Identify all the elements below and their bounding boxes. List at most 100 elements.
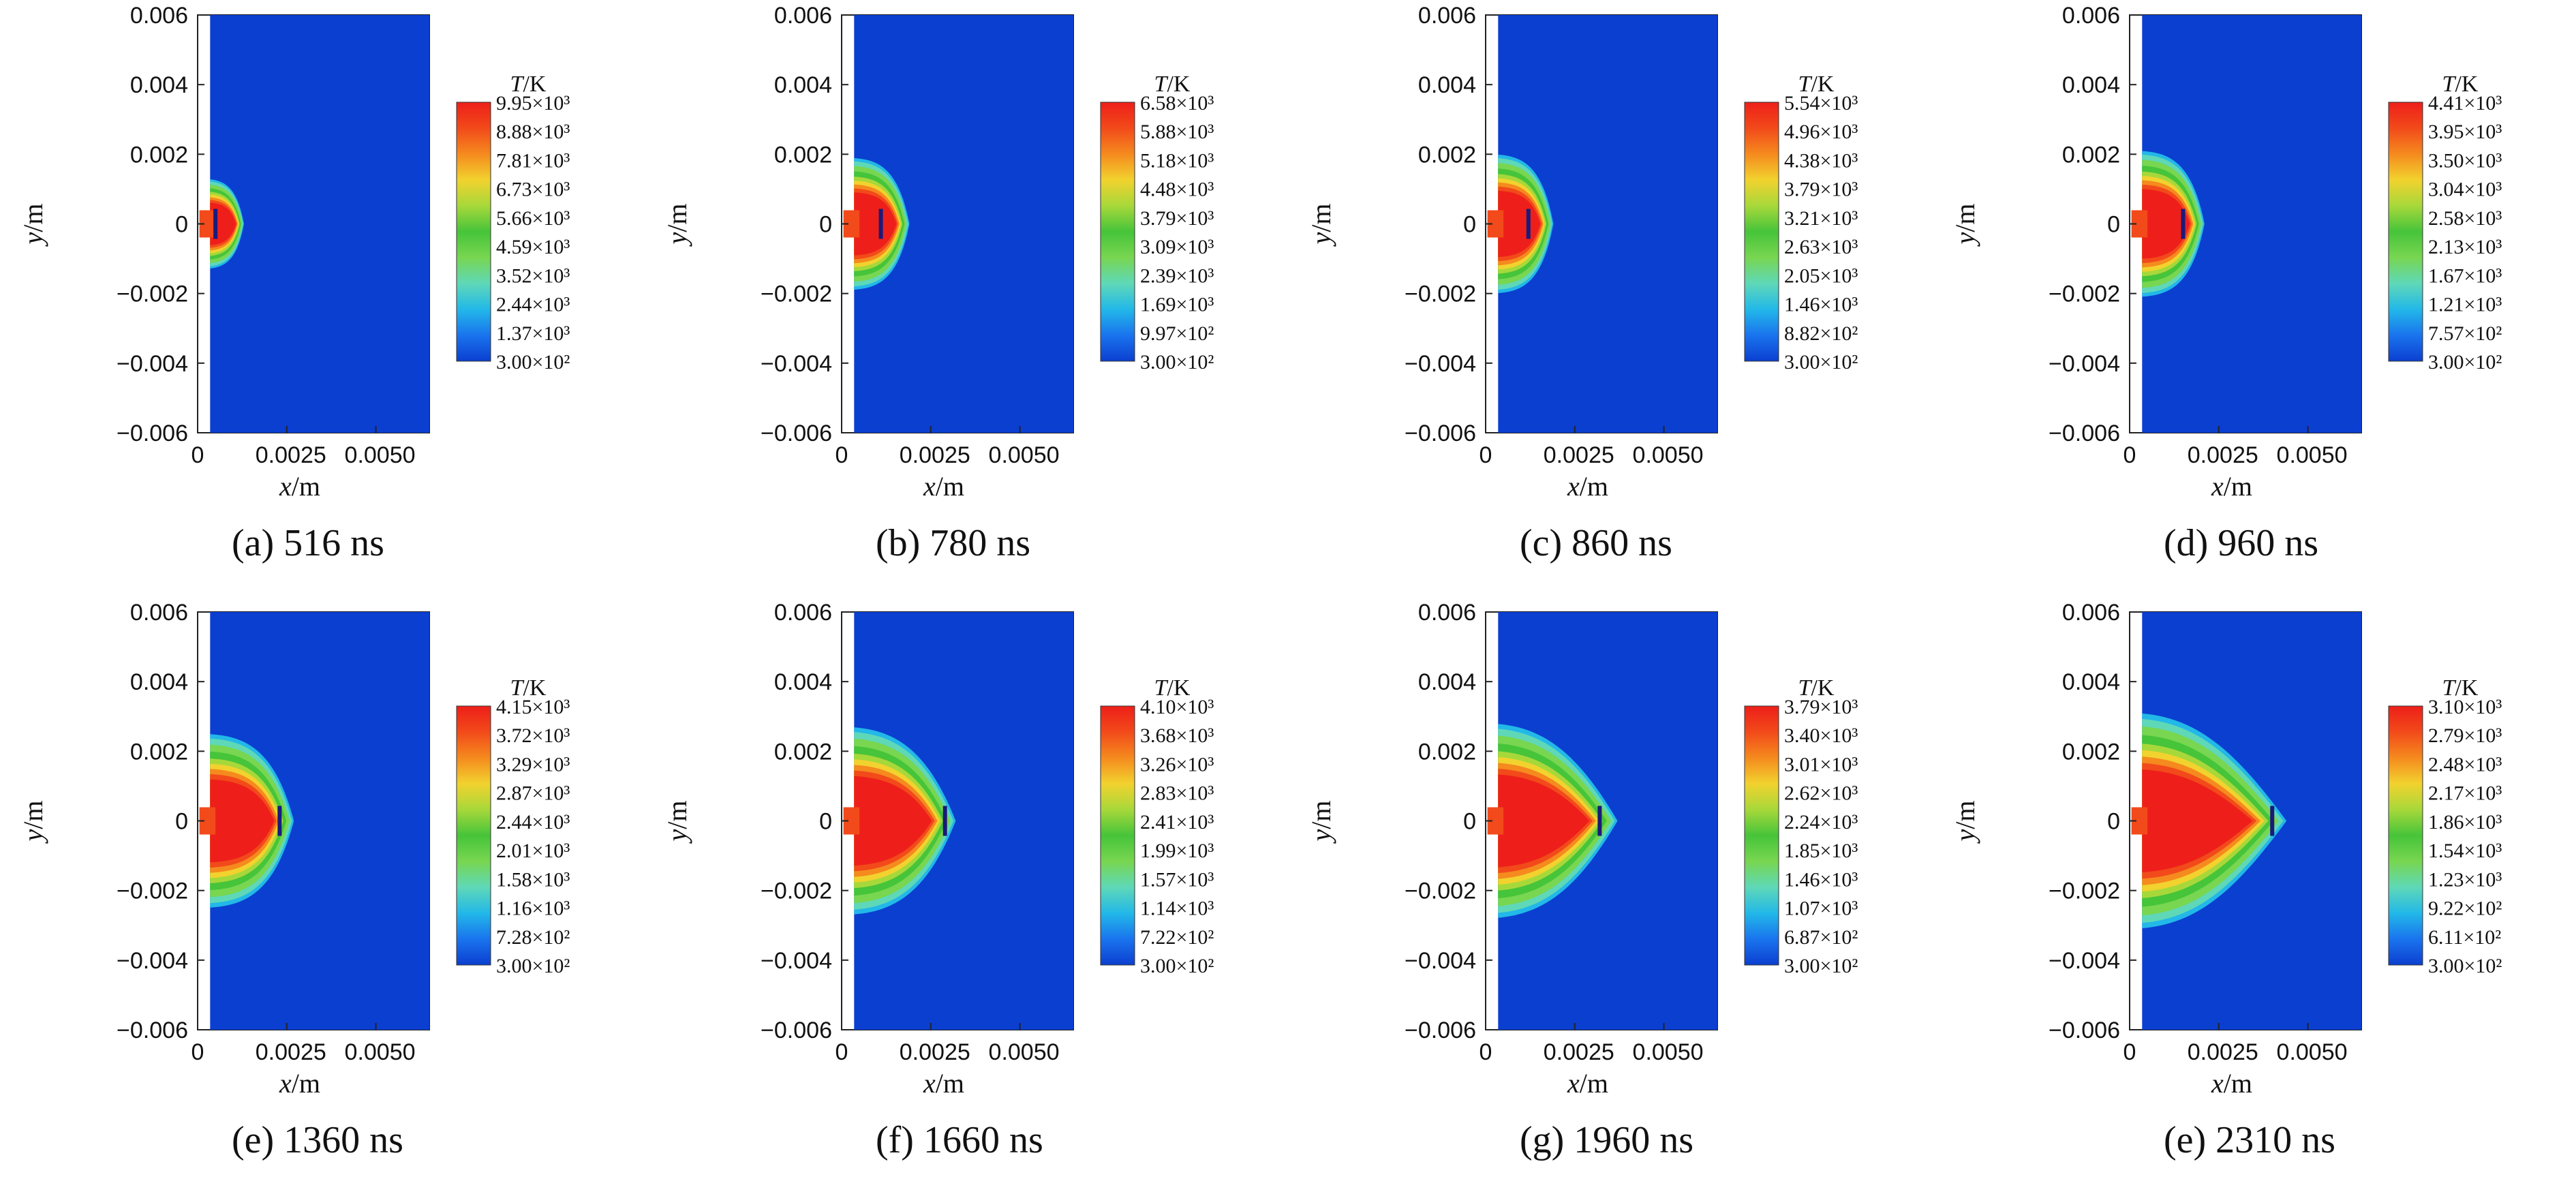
x-tick-label: 0.0025	[1544, 442, 1614, 468]
colorbar-tick-label: 5.88×10³	[1140, 121, 1214, 143]
colorbar-tick-label: 1.58×10³	[496, 868, 570, 891]
colorbar-tick-label: 3.00×10²	[1784, 955, 1858, 977]
x-axis-title: x/m	[923, 1068, 964, 1099]
y-tick-label: 0.006	[130, 3, 188, 29]
x-tick-label: 0	[2123, 1039, 2136, 1065]
colorbar	[1100, 705, 1135, 966]
y-tick-label: 0.002	[1418, 142, 1476, 168]
y-tick-label: 0.006	[2062, 3, 2120, 29]
electrode-block	[199, 210, 216, 238]
y-tick-label: 0.006	[1418, 600, 1476, 626]
plume-contour	[854, 776, 932, 866]
colorbar-tick-label: 6.11×10²	[2428, 926, 2501, 949]
y-tick-label: 0	[2107, 809, 2120, 835]
panel-caption: (e) 1360 ns	[232, 1119, 403, 1161]
colorbar-tick-label: 5.66×10³	[496, 207, 570, 230]
y-tick-label: −0.006	[1405, 1017, 1476, 1043]
y-tick-label: −0.002	[117, 878, 188, 904]
x-tick-label: 0.0025	[900, 1039, 970, 1065]
y-tick-label: −0.006	[2049, 1017, 2120, 1043]
colorbar-tick-label: 1.54×10³	[2428, 840, 2502, 862]
plume-contour	[2142, 769, 2253, 872]
colorbar-tick-label: 6.73×10³	[496, 179, 570, 201]
chart-panel: 0.006 0.004 0.002 0 −0.002 −0.004 −0.006 0 0.002…	[1288, 0, 1932, 597]
y-tick-label: −0.004	[1405, 351, 1476, 377]
colorbar-tick-label: 3.00×10²	[1140, 955, 1214, 977]
colorbar-tick-label: 4.96×10³	[1784, 121, 1858, 143]
colorbar-tick-label: 3.00×10²	[1784, 351, 1858, 373]
plume-contour	[1498, 190, 1541, 258]
colorbar-tick-label: 8.82×10²	[1784, 322, 1858, 345]
x-tick-label: 0	[1479, 1039, 1492, 1065]
y-tick-label: 0.002	[1418, 739, 1476, 765]
colorbar-title: T/K	[2442, 72, 2479, 97]
colorbar-tick-label: 3.79×10³	[1784, 179, 1858, 201]
colorbar-tick-label: 6.58×10³	[1140, 92, 1214, 114]
electrode-block	[2131, 210, 2148, 238]
plume-contour	[854, 192, 897, 256]
x-tick-label: 0	[2123, 442, 2136, 468]
x-tick-label: 0	[191, 1039, 204, 1065]
colorbar-tick-label: 3.21×10³	[1784, 207, 1858, 230]
colorbar	[456, 102, 491, 362]
x-tick-label: 0.0025	[2188, 1039, 2258, 1065]
colorbar-tick-label: 6.87×10²	[1784, 926, 1858, 949]
colorbar-title: T/K	[1798, 675, 1835, 701]
y-tick-label: 0	[819, 809, 832, 835]
x-axis-title: x/m	[279, 471, 320, 502]
y-tick-label: 0	[1463, 212, 1476, 238]
y-tick-label: 0.004	[774, 669, 832, 695]
x-axis-title: x/m	[279, 1068, 320, 1099]
colorbar-tick-label: 2.83×10³	[1140, 782, 1214, 805]
colorbar-tick-label: 2.01×10³	[496, 840, 570, 862]
colorbar-tick-label: 7.22×10²	[1140, 926, 1214, 949]
y-tick-label: −0.006	[1405, 420, 1476, 446]
y-axis-title: y/m	[1306, 204, 1336, 247]
y-axis-title: y/m	[1306, 801, 1336, 844]
colorbar	[1100, 102, 1135, 362]
panel-caption: (g) 1960 ns	[1520, 1119, 1694, 1161]
y-tick-label: −0.006	[117, 1017, 188, 1043]
colorbar-tick-label: 4.15×10³	[496, 696, 570, 718]
colorbar-tick-label: 1.85×10³	[1784, 840, 1858, 862]
colorbar-tick-label: 7.28×10²	[496, 926, 570, 949]
x-tick-label: 0.0050	[989, 1039, 1060, 1065]
y-tick-label: −0.006	[761, 420, 832, 446]
electrode-block	[843, 807, 860, 835]
x-axis-title: x/m	[1567, 1068, 1608, 1099]
y-axis-title: y/m	[662, 204, 692, 247]
panel-caption: (a) 516 ns	[232, 522, 384, 564]
x-tick-label: 0.0025	[1544, 1039, 1614, 1065]
x-tick-label: 0.0050	[345, 442, 416, 468]
colorbar-tick-label: 1.21×10³	[2428, 294, 2502, 316]
chart-panel: 0.006 0.004 0.002 0 −0.002 −0.004 −0.006 0 0.002…	[0, 0, 644, 597]
colorbar-tick-label: 3.68×10³	[1140, 724, 1214, 747]
colorbar-tick-label: 4.10×10³	[1140, 696, 1214, 718]
colorbar-tick-label: 2.63×10³	[1784, 236, 1858, 258]
colorbar-tick-label: 2.17×10³	[2428, 782, 2502, 805]
colorbar-tick-label: 1.67×10³	[2428, 264, 2502, 287]
chart-panel: 0.006 0.004 0.002 0 −0.002 −0.004 −0.006 0 0.002…	[0, 597, 644, 1194]
y-tick-label: 0	[2107, 212, 2120, 238]
chart-panel: 0.006 0.004 0.002 0 −0.002 −0.004 −0.006 0 0.002…	[1932, 597, 2576, 1194]
colorbar-tick-label: 2.58×10³	[2428, 207, 2502, 230]
y-tick-label: 0	[175, 809, 188, 835]
y-tick-label: −0.004	[2049, 948, 2120, 974]
chart-panel: 0.006 0.004 0.002 0 −0.002 −0.004 −0.006 0 0.002…	[1288, 597, 1932, 1194]
colorbar-tick-label: 1.99×10³	[1140, 840, 1214, 862]
y-tick-label: 0.006	[774, 3, 832, 29]
colorbar-tick-label: 3.00×10²	[2428, 351, 2502, 373]
y-tick-label: −0.002	[761, 878, 832, 904]
colorbar-tick-label: 1.69×10³	[1140, 294, 1214, 316]
front-marker	[2270, 806, 2275, 836]
x-tick-label: 0.0050	[2277, 442, 2348, 468]
colorbar	[1744, 705, 1779, 966]
front-marker	[942, 806, 947, 836]
y-tick-label: 0.002	[2062, 142, 2120, 168]
y-axis-title: y/m	[662, 801, 692, 844]
electrode-block	[843, 210, 860, 238]
colorbar-tick-label: 3.26×10³	[1140, 753, 1214, 776]
colorbar-title: T/K	[510, 675, 547, 701]
